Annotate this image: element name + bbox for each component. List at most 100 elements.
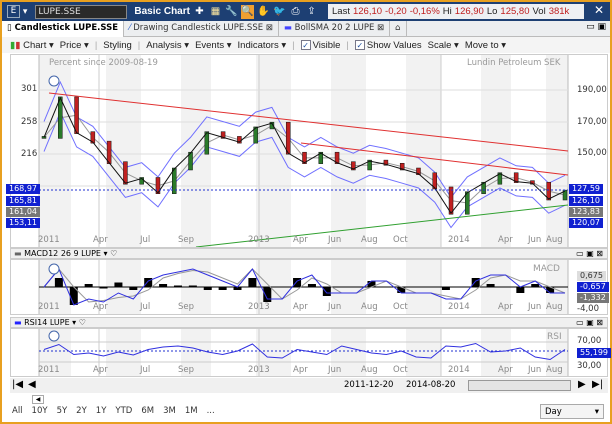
tab-bar: ▯ Candlestick LUPE.SSE ⁄ Drawing Candles… <box>2 21 610 37</box>
grid-icon[interactable]: ▦ <box>210 5 221 17</box>
candle <box>58 96 63 139</box>
close-tab-icon[interactable]: ⊠ <box>377 23 385 33</box>
period-button[interactable]: All <box>12 406 23 416</box>
scroll-left-button[interactable]: ◀ <box>32 395 44 404</box>
plus-icon[interactable]: ✚ <box>195 5 204 17</box>
first-button[interactable]: |◀ <box>12 379 24 390</box>
show-values-checkbox[interactable]: ✓ Show Values <box>354 39 422 51</box>
heart-icon[interactable]: ♡ <box>78 318 86 327</box>
candle <box>172 167 177 194</box>
candle <box>285 121 291 155</box>
menu-analysis[interactable]: Analysis ▾ <box>146 39 190 51</box>
twitter-icon[interactable]: 🐦 <box>273 5 286 17</box>
x-axis-label: 2011 <box>38 302 60 312</box>
period-button[interactable]: 6M <box>141 406 155 416</box>
tab-drawing[interactable]: ⁄ Drawing Candlestick LUPE.SSE ⊠ <box>124 21 279 37</box>
panel-controls[interactable]: ▭ ▣ ⊠ <box>576 249 603 258</box>
export-icon[interactable]: ⇪ <box>307 5 316 17</box>
period-button[interactable]: 2Y <box>76 406 87 416</box>
x-axis-label: 2013 <box>248 365 270 375</box>
menu-styling[interactable]: Styling <box>103 39 132 51</box>
candle <box>106 140 112 164</box>
heart-icon[interactable]: ♡ <box>110 249 118 258</box>
symbol-input[interactable] <box>35 4 128 19</box>
period-button[interactable]: 1Y <box>95 406 107 416</box>
period-button[interactable]: YTD <box>115 406 133 416</box>
tab-candlestick[interactable]: ▯ Candlestick LUPE.SSE <box>2 21 125 37</box>
background-band <box>406 329 441 376</box>
interval-select[interactable]: Day ▾ <box>540 404 604 419</box>
window-controls[interactable]: ▭ ▣ <box>586 22 606 32</box>
close-tab-icon[interactable]: ⊠ <box>265 23 273 33</box>
menu-chart[interactable]: ▮▮ Chart ▾ <box>10 39 54 51</box>
rsi-line <box>43 342 566 361</box>
period-button[interactable]: 5Y <box>56 406 68 416</box>
period-button[interactable]: ... <box>206 406 215 416</box>
wrench-icon[interactable]: 🔧 <box>225 5 238 17</box>
histogram-bar <box>218 287 227 290</box>
macd-line <box>43 268 565 306</box>
menu-scale[interactable]: Scale ▾ <box>427 39 459 51</box>
x-axis-label: Apr <box>293 365 308 375</box>
range-scrollbar[interactable] <box>468 380 571 391</box>
hand-icon[interactable]: ✋ <box>257 5 270 17</box>
candle <box>383 159 389 166</box>
candle <box>334 151 340 164</box>
price-panel[interactable]: Percent since 2009-08-19 Lundin Petroleu… <box>6 54 608 248</box>
candle-icon: ▯ <box>7 23 15 33</box>
pencil-icon: ⁄ <box>129 23 134 33</box>
x-axis-label: 2011 <box>38 235 60 245</box>
zoom-icon[interactable]: 🔍 <box>240 4 254 19</box>
visible-checkbox[interactable]: ✓ Visible <box>300 39 341 51</box>
next-button[interactable]: ▶ <box>578 379 586 390</box>
tab-bollinger[interactable]: ▬ BollSMA 20 2 LUPE ⊠ <box>279 21 391 37</box>
rsi-title[interactable]: RSI14 LUPE <box>24 318 70 327</box>
close-icon[interactable]: ✕ <box>593 3 604 17</box>
menu-indicators[interactable]: Indicators ▾ <box>237 39 287 51</box>
histogram-bar <box>516 287 525 293</box>
x-axis-label: Aug <box>361 365 378 375</box>
price-chart[interactable] <box>11 55 607 247</box>
background-band <box>256 55 291 247</box>
x-axis-label: Jun <box>328 365 342 375</box>
period-button[interactable]: 10Y <box>31 406 48 416</box>
histogram-bar <box>248 278 257 287</box>
prev-button[interactable]: ◀ <box>28 379 36 390</box>
histogram-bar <box>322 287 331 296</box>
signal-line <box>43 268 566 303</box>
histogram-bar <box>397 287 406 293</box>
line-icon: ▬ <box>14 318 25 327</box>
macd-title[interactable]: MACD12 26 9 LUPE <box>24 249 101 258</box>
panel-controls[interactable]: ▭ ▣ ⊠ <box>576 318 603 327</box>
macd-hist: -1,332 <box>577 293 609 303</box>
dropdown-icon[interactable]: ▾ <box>20 6 28 17</box>
candle <box>318 151 324 164</box>
period-button[interactable]: 3M <box>163 406 176 416</box>
x-axis-label: Jun <box>328 302 342 312</box>
histogram-bar <box>54 278 63 287</box>
rsi-panel[interactable]: RSI 70,00 55,199 30,00 2011 Apr Jul Sep 2013… <box>10 328 611 377</box>
histogram-bar <box>263 287 272 302</box>
price-line <box>43 96 566 215</box>
histogram-bar <box>546 287 555 293</box>
histogram-bar <box>188 285 197 287</box>
menu-move-to[interactable]: Move to ▾ <box>464 39 507 51</box>
period-button[interactable]: 1M <box>184 406 198 416</box>
last-button[interactable]: ▶| <box>592 379 604 390</box>
menu-price[interactable]: Price ▾ <box>59 39 89 51</box>
menu-events[interactable]: Events ▾ <box>195 39 232 51</box>
x-axis-label: Apr <box>498 235 513 245</box>
home-tab-icon[interactable]: ⌂ <box>390 21 407 37</box>
app-menu-button[interactable]: E <box>7 5 20 18</box>
x-axis-label: 2014 <box>448 235 470 245</box>
background-band <box>406 55 441 247</box>
x-axis-label: Apr <box>93 235 108 245</box>
print-icon[interactable]: ⎙ <box>291 5 300 17</box>
hi-value: 126,90 <box>454 6 484 17</box>
x-axis-label: Jul <box>140 302 151 312</box>
rsi-label: RSI <box>547 332 562 342</box>
range-to: 2014-08-20 <box>406 380 456 390</box>
macd-panel[interactable]: MACD 0,675 -0,657 -1,332 -4,00 2011 Apr Ju… <box>10 259 609 315</box>
x-axis-label: Jun <box>328 235 342 245</box>
range-from: 2011-12-20 <box>344 380 394 390</box>
